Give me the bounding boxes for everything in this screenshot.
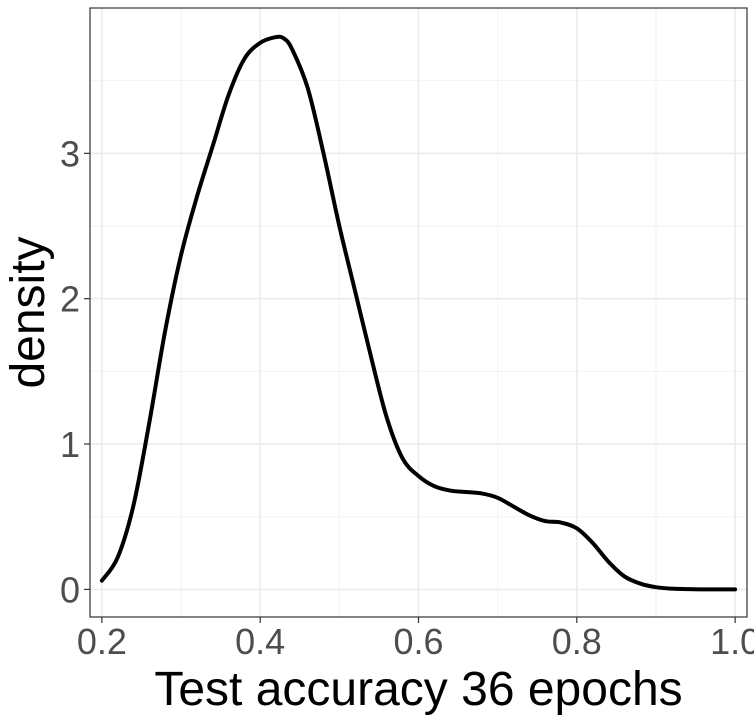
y-tick-label: 2 xyxy=(60,279,80,320)
x-tick-label: 1.0 xyxy=(710,621,754,662)
major-gridlines xyxy=(90,8,747,617)
x-tick-label: 0.6 xyxy=(393,621,443,662)
x-tick-label: 0.8 xyxy=(552,621,602,662)
x-tick-label: 0.4 xyxy=(235,621,285,662)
y-tick-label: 3 xyxy=(60,133,80,174)
y-tick-label: 0 xyxy=(60,569,80,610)
y-axis-ticks: 0 1 2 3 xyxy=(60,133,90,610)
y-tick-label: 1 xyxy=(60,424,80,465)
y-axis-title: density xyxy=(2,236,55,388)
x-axis-ticks: 0.2 0.4 0.6 0.8 1.0 xyxy=(77,617,754,662)
density-curve xyxy=(99,34,738,592)
x-axis-title: Test accuracy 36 epochs xyxy=(154,663,682,716)
x-tick-label: 0.2 xyxy=(77,621,127,662)
